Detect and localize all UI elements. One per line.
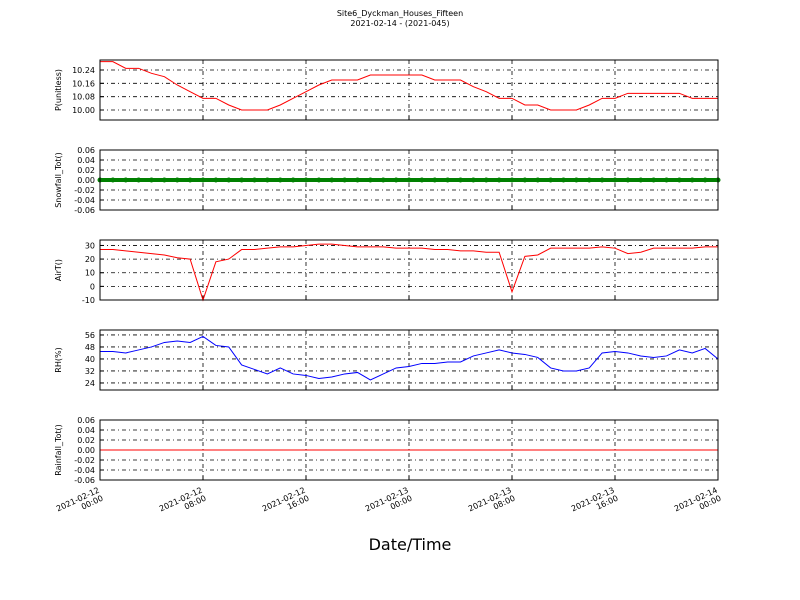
- y-tick-label: -0.02: [74, 456, 95, 465]
- y-tick-label: 0.00: [77, 176, 95, 185]
- figure-title: Site6_Dyckman_Houses_Fifteen: [337, 9, 463, 18]
- y-tick-label: -0.04: [74, 196, 95, 205]
- y-tick-label: 0.04: [77, 156, 95, 165]
- y-tick-label: 32: [85, 367, 95, 376]
- y-tick-label: 30: [85, 241, 95, 250]
- y-axis-label: RH(%): [54, 347, 63, 372]
- y-tick-label: -0.06: [74, 206, 95, 215]
- data-line: [100, 335, 719, 381]
- y-tick-label: -0.02: [74, 186, 95, 195]
- x-axis-label: Date/Time: [369, 535, 452, 554]
- y-tick-label: 10.08: [72, 93, 95, 102]
- plot-frame: [99, 419, 719, 481]
- y-axis-label: Rainfall_Tot(): [54, 424, 63, 476]
- y-axis-label: Snowfall_Tot(): [54, 152, 63, 208]
- y-tick-label: -10: [82, 296, 95, 305]
- y-tick-label: 10.16: [72, 79, 95, 88]
- y-tick-label: 10: [85, 269, 95, 278]
- y-tick-label: 48: [85, 343, 95, 352]
- y-tick-label: -0.06: [74, 476, 95, 485]
- y-tick-label: 40: [85, 355, 95, 364]
- plot-frame: [99, 149, 719, 211]
- figure-subtitle: 2021-02-14 - (2021-045): [350, 19, 449, 28]
- y-tick-label: 56: [85, 331, 95, 340]
- y-tick-label: 0.02: [77, 436, 95, 445]
- plot-frame: [99, 239, 719, 301]
- y-axis-label: P(unitless): [54, 69, 63, 111]
- y-tick-label: 0.02: [77, 166, 95, 175]
- y-tick-label: 20: [85, 255, 95, 264]
- y-tick-label: 10.00: [72, 106, 95, 115]
- data-line: [100, 61, 718, 111]
- y-tick-label: 0.06: [77, 416, 95, 425]
- y-tick-label: -0.04: [74, 466, 95, 475]
- y-tick-label: 24: [85, 379, 95, 388]
- y-tick-label: 10.24: [72, 66, 95, 75]
- plot-frame: [99, 329, 719, 391]
- y-tick-label: 0: [90, 282, 95, 291]
- y-axis-label: AirT(): [54, 259, 63, 281]
- y-tick-label: 0.04: [77, 426, 95, 435]
- plot-frame: [99, 59, 719, 121]
- y-tick-label: 0.00: [77, 446, 95, 455]
- y-tick-label: 0.06: [77, 146, 95, 155]
